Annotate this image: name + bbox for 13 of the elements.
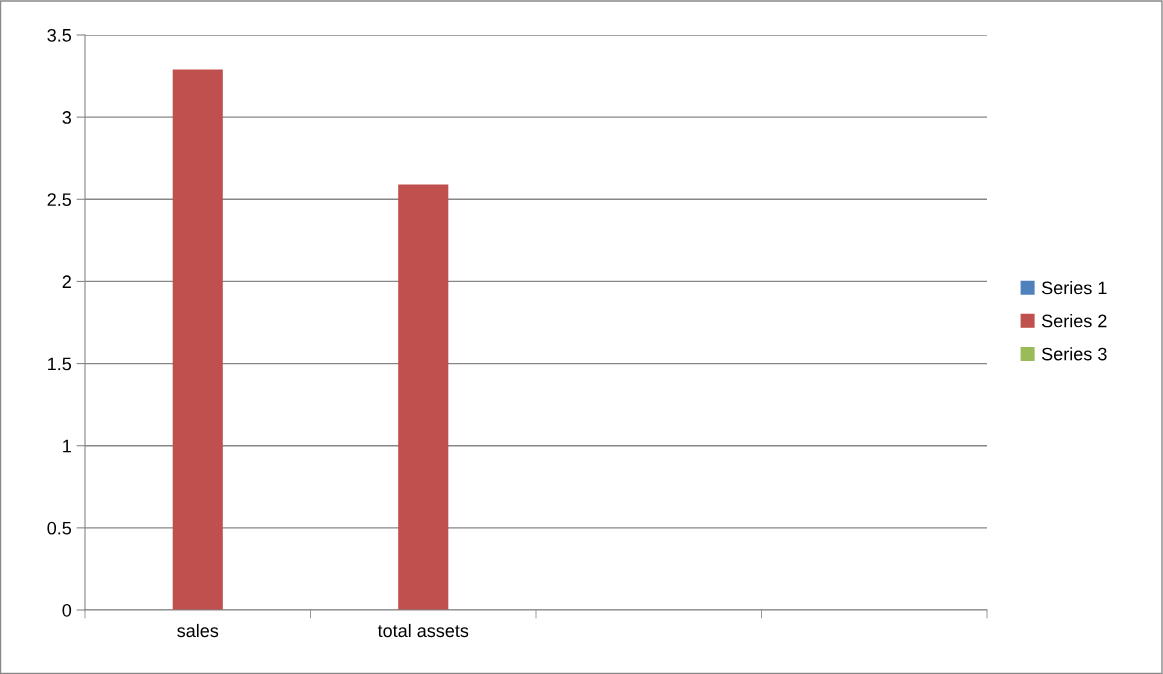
x-tick-label: sales [177,623,219,638]
y-tick-label: 2.5 [47,193,72,207]
y-tick-label: 1.5 [48,357,72,371]
y-tick-label: 1 [63,439,71,453]
y-tick-label: 3 [62,111,72,124]
legend-label: Series 2 [1041,314,1107,328]
x-tick-label: total assets [377,623,469,638]
y-tick-label: 2 [62,275,71,288]
y-tick-label: 0 [62,603,72,617]
legend-label: Series 3 [1041,347,1107,361]
legend-label: Series 1 [1041,281,1107,295]
y-tick-label: 0.5 [47,521,72,535]
y-tick-label: 3.5 [47,28,72,42]
